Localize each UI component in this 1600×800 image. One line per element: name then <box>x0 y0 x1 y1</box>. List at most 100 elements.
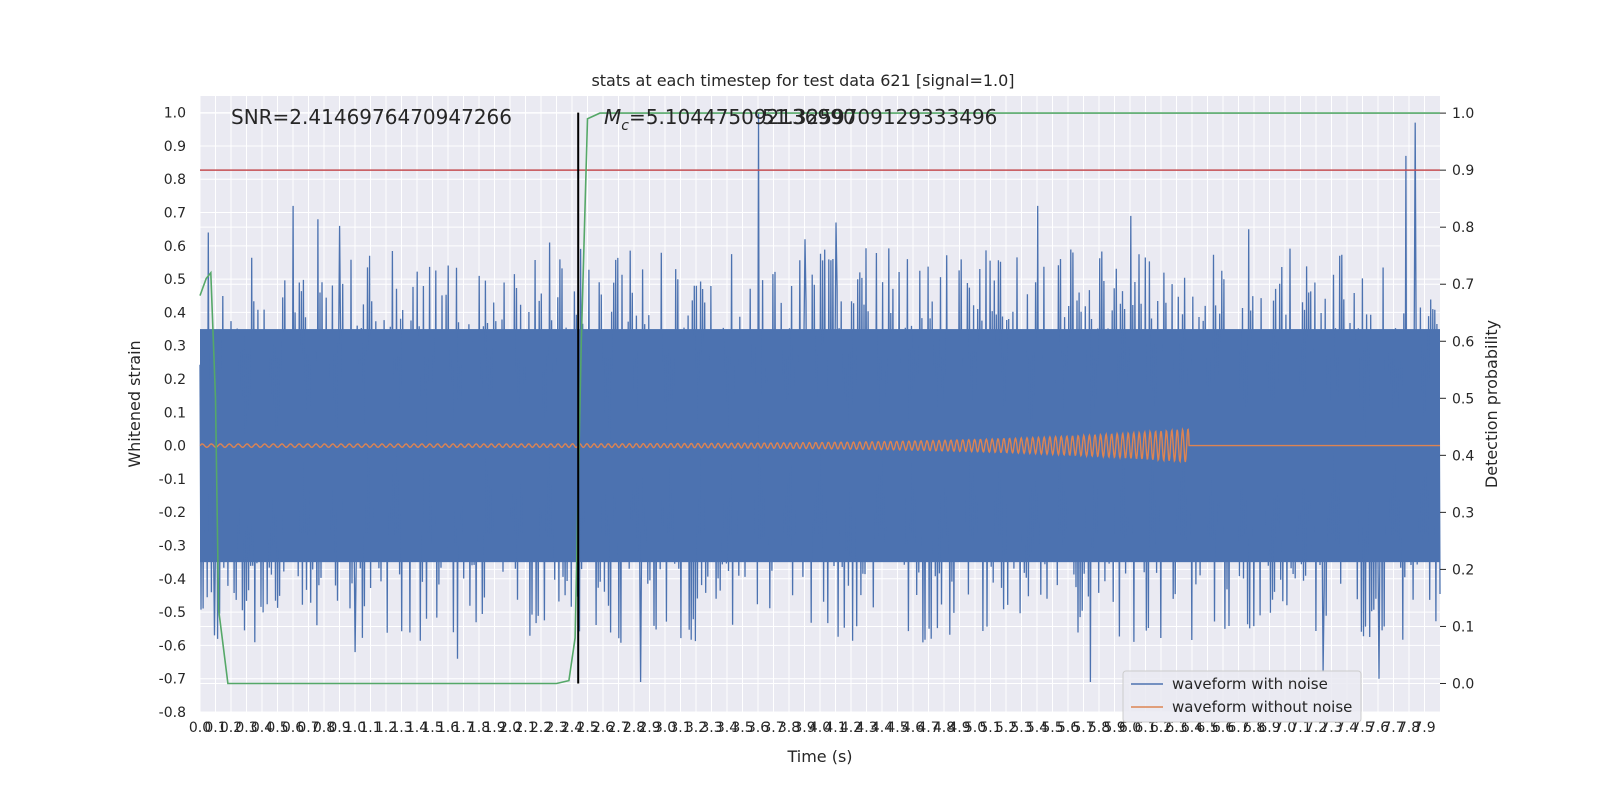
y-left-tick-label: 0.4 <box>164 305 186 321</box>
x-tick-label: 6.7 <box>1227 720 1249 736</box>
y-left-tick-label: -0.4 <box>159 572 186 588</box>
x-tick-label: 2.6 <box>592 720 614 736</box>
x-tick-label: 3.9 <box>793 720 815 736</box>
x-tick-label: 6.3 <box>1165 720 1187 736</box>
x-tick-label: 7.8 <box>1398 720 1420 736</box>
x-tick-label: 4.4 <box>871 720 893 736</box>
x-tick-label: 2.2 <box>530 720 552 736</box>
x-tick-label: 1.4 <box>406 720 428 736</box>
y-right-tick-label: 0.7 <box>1452 277 1474 293</box>
x-tick-label: 3.7 <box>762 720 784 736</box>
y-left-tick-label: -0.7 <box>159 672 186 688</box>
x-tick-label: 7.3 <box>1320 720 1342 736</box>
x-tick-label: 0.3 <box>235 720 257 736</box>
x-tick-label: 5.3 <box>1010 720 1032 736</box>
x-tick-label: 4.0 <box>809 720 831 736</box>
x-tick-label: 6.2 <box>1150 720 1172 736</box>
x-tick-label: 1.1 <box>359 720 381 736</box>
x-tick-label: 7.2 <box>1305 720 1327 736</box>
y-left-tick-label: -0.5 <box>159 605 186 621</box>
y-left-tick-label: -0.8 <box>159 705 186 721</box>
x-tick-label: 2.9 <box>638 720 660 736</box>
chirp-mass-subscript: c <box>621 118 629 134</box>
chart-title: stats at each timestep for test data 621… <box>591 71 1014 90</box>
x-tick-label: 5.6 <box>1057 720 1079 736</box>
x-tick-label: 0.7 <box>297 720 319 736</box>
y-left-tick-label: 1.0 <box>164 106 186 122</box>
x-tick-label: 5.4 <box>1026 720 1048 736</box>
x-tick-label: 1.8 <box>468 720 490 736</box>
x-tick-label: 1.3 <box>390 720 412 736</box>
y-right-tick-label: 1.0 <box>1452 106 1474 122</box>
x-tick-label: 7.0 <box>1274 720 1296 736</box>
x-tick-label: 3.1 <box>669 720 691 736</box>
x-tick-label: 0.2 <box>220 720 242 736</box>
noisy-waveform-line <box>199 112 1441 683</box>
y-right-tick-label: 0.5 <box>1452 391 1474 407</box>
x-tick-label: 4.2 <box>840 720 862 736</box>
x-tick-label: 6.8 <box>1243 720 1265 736</box>
y-left-tick-label: 0.2 <box>164 372 186 388</box>
x-tick-label: 7.1 <box>1289 720 1311 736</box>
legend-label-clean: waveform without noise <box>1172 698 1352 716</box>
x-tick-label: 1.5 <box>421 720 443 736</box>
x-tick-label: 0.0 <box>189 720 211 736</box>
y-axis-right-label: Detection probability <box>1482 320 1501 488</box>
y-right-tick-label: 0.0 <box>1452 676 1474 692</box>
x-tick-label: 0.8 <box>313 720 335 736</box>
chirp-mass-annotation: Mc=5.104475092136990 <box>604 105 856 134</box>
x-tick-label: 1.6 <box>437 720 459 736</box>
y-right-tick-label: 0.2 <box>1452 562 1474 578</box>
x-tick-label: 5.1 <box>979 720 1001 736</box>
x-tick-label: 0.9 <box>328 720 350 736</box>
x-tick-label: 0.1 <box>204 720 226 736</box>
x-tick-label: 5.2 <box>995 720 1017 736</box>
x-tick-label: 2.8 <box>623 720 645 736</box>
x-tick-label: 3.2 <box>685 720 707 736</box>
x-tick-label: 2.1 <box>514 720 536 736</box>
y-right-tick-label: 0.1 <box>1452 619 1474 635</box>
x-tick-label: 7.4 <box>1336 720 1358 736</box>
x-tick-label: 6.4 <box>1181 720 1203 736</box>
x-tick-label: 7.9 <box>1413 720 1435 736</box>
y-right-tick-label: 0.8 <box>1452 220 1474 236</box>
y-axis-left-ticks: -0.8 -0.7 -0.6 -0.5 -0.4 -0.3 -0.2 -0.1 0.0 0.1 0.… <box>159 106 186 721</box>
x-tick-label: 2.4 <box>561 720 583 736</box>
x-tick-label: 4.6 <box>902 720 924 736</box>
x-tick-label: 0.5 <box>266 720 288 736</box>
x-tick-label: 3.3 <box>700 720 722 736</box>
x-tick-label: 3.8 <box>778 720 800 736</box>
x-tick-label: 0.4 <box>251 720 273 736</box>
y-left-tick-label: 0.7 <box>164 206 186 222</box>
x-tick-label: 1.0 <box>344 720 366 736</box>
x-tick-label: 4.3 <box>855 720 877 736</box>
x-tick-label: 3.4 <box>716 720 738 736</box>
x-tick-label: 5.8 <box>1088 720 1110 736</box>
x-tick-label: 5.5 <box>1041 720 1063 736</box>
x-axis-label: Time (s) <box>786 747 852 766</box>
y-right-tick-label: 0.9 <box>1452 163 1474 179</box>
x-tick-label: 2.3 <box>545 720 567 736</box>
chirp-mass-overlap-annotation: 51.3259709129333496 <box>762 105 997 129</box>
detection-probability-line <box>199 112 1440 685</box>
y-left-tick-label: -0.2 <box>159 505 186 521</box>
y-left-tick-label: -0.3 <box>159 539 186 555</box>
chirp-mass-symbol: M <box>604 105 621 129</box>
y-left-tick-label: -0.1 <box>159 472 186 488</box>
clean-waveform-line <box>199 427 1440 464</box>
x-tick-label: 2.5 <box>576 720 598 736</box>
legend-label-noisy: waveform with noise <box>1172 675 1328 693</box>
y-left-tick-label: 0.3 <box>164 339 186 355</box>
y-left-tick-label: -0.6 <box>159 638 186 654</box>
x-tick-label: 3.6 <box>747 720 769 736</box>
y-left-tick-label: 0.6 <box>164 239 186 255</box>
x-tick-label: 5.7 <box>1072 720 1094 736</box>
y-right-tick-label: 0.4 <box>1452 448 1474 464</box>
y-axis-right-ticks: 0.0 0.1 0.2 0.3 0.4 0.5 0.6 0.7 0.8 0.9 1.0 <box>1440 106 1474 692</box>
y-axis-left-label: Whitened strain <box>125 340 144 467</box>
x-tick-label: 3.0 <box>654 720 676 736</box>
y-right-tick-label: 0.6 <box>1452 334 1474 350</box>
y-left-tick-label: 0.0 <box>164 439 186 455</box>
x-tick-label: 7.7 <box>1382 720 1404 736</box>
